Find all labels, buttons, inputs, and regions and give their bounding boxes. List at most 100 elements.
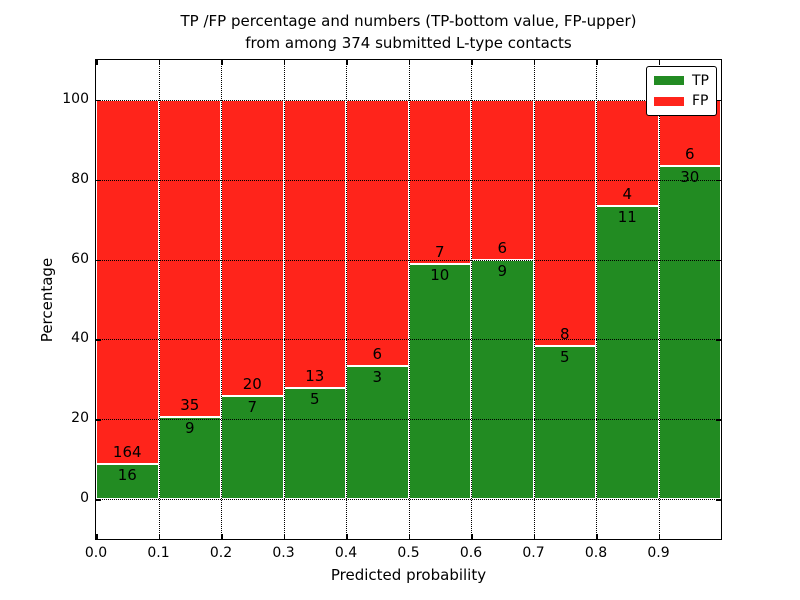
fp-count-label: 20 — [242, 374, 262, 393]
bar-tp-segment — [346, 366, 409, 500]
x-tick-mark-top — [96, 60, 98, 65]
fp-count-label: 7 — [434, 243, 445, 262]
y-tick-mark — [96, 499, 101, 501]
x-tick-mark-top — [471, 60, 473, 65]
gridline-vertical — [658, 60, 660, 539]
bar-tp-segment — [408, 264, 471, 500]
x-tick-label: 0.0 — [84, 545, 108, 561]
bar-fp-segment — [408, 99, 471, 265]
x-tick-mark — [533, 534, 535, 539]
tp-count-label: 3 — [372, 368, 383, 387]
gridline-vertical — [596, 60, 597, 539]
legend-item: TP — [647, 74, 716, 88]
bar-fp-segment — [283, 99, 346, 389]
y-tick-label: 20 — [71, 410, 89, 427]
x-tick-label: 0.1 — [147, 545, 170, 561]
tp-count-label: 5 — [559, 347, 570, 366]
bar-tp-segment — [533, 345, 596, 500]
bar-fp-segment — [533, 99, 596, 346]
bar-tp-segment — [596, 206, 659, 500]
legend-label: TP — [692, 72, 709, 89]
fp-count-label: 164 — [112, 442, 142, 461]
x-tick-label: 0.2 — [209, 545, 233, 561]
x-tick-mark — [658, 534, 660, 539]
tp-count-label: 7 — [247, 397, 258, 416]
legend-swatch-tp — [654, 76, 684, 86]
fp-count-label: 4 — [622, 185, 633, 204]
chart-title: TP /FP percentage and numbers (TP-bottom… — [86, 10, 731, 54]
bar-fp-segment — [346, 99, 409, 367]
y-tick-mark-right — [716, 259, 721, 262]
x-tick-mark — [158, 534, 160, 539]
y-tick-mark — [96, 179, 101, 182]
x-tick-mark-top — [658, 60, 660, 65]
x-tick-mark-top — [346, 60, 348, 65]
bar-fp-segment — [221, 99, 284, 396]
y-tick-mark-right — [716, 419, 721, 421]
bar-fp-segment — [96, 99, 159, 464]
gridline-vertical — [533, 60, 535, 539]
gridline-vertical — [221, 60, 222, 539]
y-tick-mark — [96, 419, 101, 421]
tp-count-label: 10 — [430, 266, 450, 285]
x-tick-mark — [283, 534, 285, 539]
legend: TP FP — [646, 66, 717, 116]
x-tick-label: 0.4 — [334, 545, 358, 561]
gridline-vertical — [471, 60, 472, 539]
bar-tp-segment — [96, 463, 159, 500]
fp-count-label: 6 — [497, 238, 508, 257]
tp-count-label: 9 — [184, 419, 195, 438]
y-tick-mark — [96, 339, 101, 341]
tp-count-label: 11 — [617, 208, 637, 227]
x-tick-label: 0.9 — [647, 545, 670, 561]
fp-count-label: 13 — [305, 367, 325, 386]
fp-count-label: 8 — [559, 324, 570, 343]
x-tick-label: 0.5 — [397, 545, 420, 561]
x-tick-mark — [96, 534, 98, 539]
y-tick-mark-right — [716, 99, 721, 102]
tp-count-label: 30 — [680, 168, 700, 187]
y-tick-label: 0 — [80, 490, 89, 507]
x-tick-mark — [596, 534, 598, 539]
gridline-vertical — [408, 60, 410, 539]
x-tick-mark-top — [221, 60, 223, 65]
x-tick-label: 0.8 — [584, 545, 608, 561]
y-tick-label: 80 — [71, 170, 89, 187]
x-tick-mark-top — [533, 60, 535, 65]
x-tick-mark-top — [408, 60, 410, 65]
fp-count-label: 35 — [180, 396, 200, 415]
tp-count-label: 16 — [117, 465, 137, 484]
bar-tp-segment — [658, 166, 721, 500]
y-tick-label: 100 — [62, 90, 89, 107]
x-tick-mark-top — [283, 60, 285, 65]
legend-item: FP — [647, 94, 716, 108]
y-tick-mark-right — [716, 499, 721, 501]
y-tick-mark-right — [716, 179, 721, 182]
x-tick-label: 0.7 — [522, 545, 545, 561]
chart-title-line1: TP /FP percentage and numbers (TP-bottom… — [180, 12, 637, 30]
y-tick-mark-right — [716, 339, 721, 341]
bar-fp-segment — [471, 99, 534, 260]
x-axis-label: Predicted probability — [330, 566, 487, 584]
x-tick-mark-top — [158, 60, 160, 65]
x-tick-label: 0.3 — [272, 545, 295, 561]
bar-tp-segment — [471, 259, 534, 500]
x-tick-mark — [346, 534, 348, 539]
y-tick-label: 60 — [71, 250, 89, 267]
tp-count-label: 9 — [497, 261, 508, 280]
gridline-vertical — [283, 60, 285, 539]
x-tick-mark — [471, 534, 473, 539]
gridline-vertical — [158, 60, 160, 539]
x-tick-mark — [221, 534, 223, 539]
x-tick-mark-top — [596, 60, 598, 65]
chart-title-line2: from among 374 submitted L-type contacts — [245, 34, 572, 52]
legend-swatch-fp — [654, 96, 684, 106]
fp-count-label: 6 — [684, 145, 695, 164]
y-tick-label: 40 — [71, 330, 89, 347]
tp-count-label: 5 — [309, 390, 320, 409]
gridline-vertical — [346, 60, 347, 539]
legend-label: FP — [692, 93, 709, 110]
x-tick-label: 0.6 — [459, 545, 483, 561]
fp-count-label: 6 — [372, 345, 383, 364]
